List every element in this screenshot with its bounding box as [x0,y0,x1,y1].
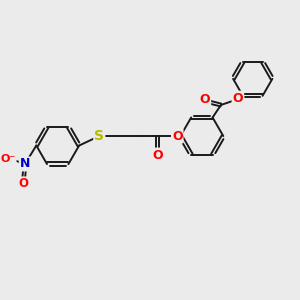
Text: O: O [232,92,243,105]
Text: N: N [20,158,30,170]
Text: S: S [94,129,104,143]
Text: O: O [152,148,163,162]
Text: O: O [19,177,28,190]
Text: O⁻: O⁻ [0,154,16,164]
Text: O: O [200,94,210,106]
Text: O: O [172,130,182,142]
